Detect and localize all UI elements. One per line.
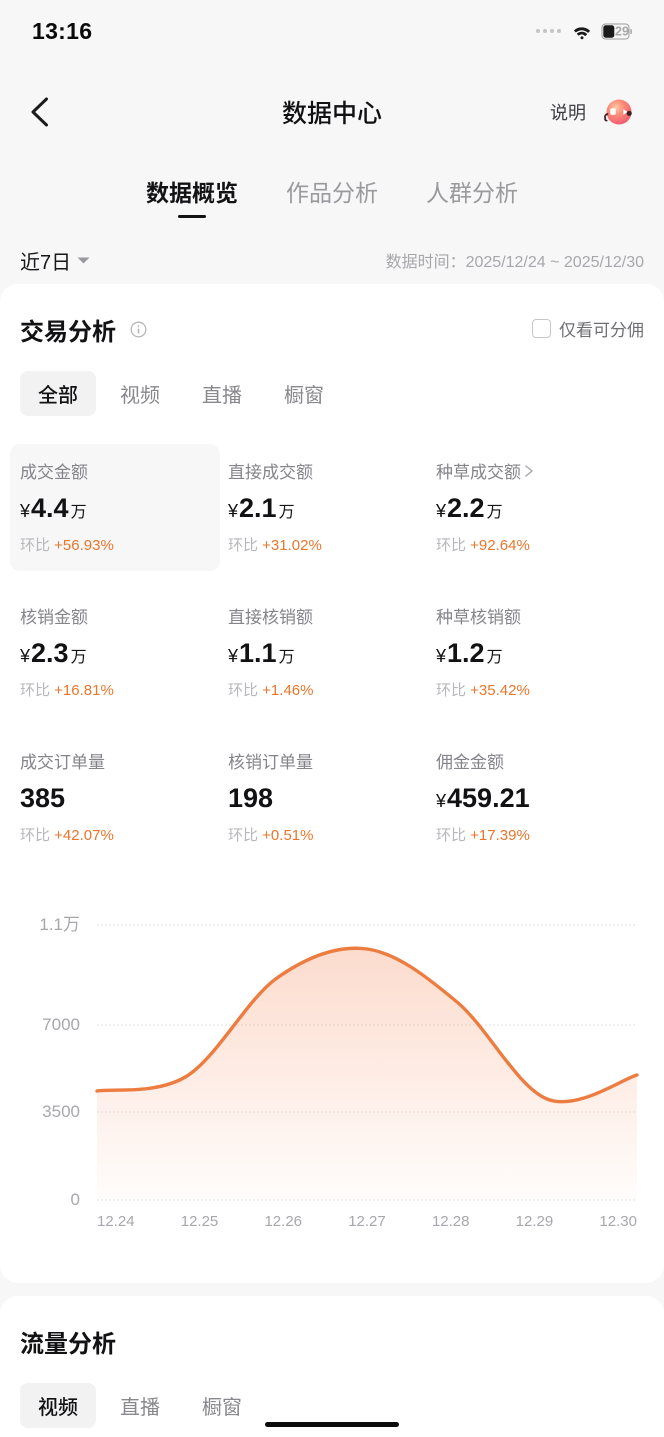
svg-text:3500: 3500 xyxy=(42,1102,80,1121)
svg-text:0: 0 xyxy=(71,1190,80,1209)
svg-text:7000: 7000 xyxy=(42,1015,80,1034)
svg-text:1.1万: 1.1万 xyxy=(39,915,80,934)
